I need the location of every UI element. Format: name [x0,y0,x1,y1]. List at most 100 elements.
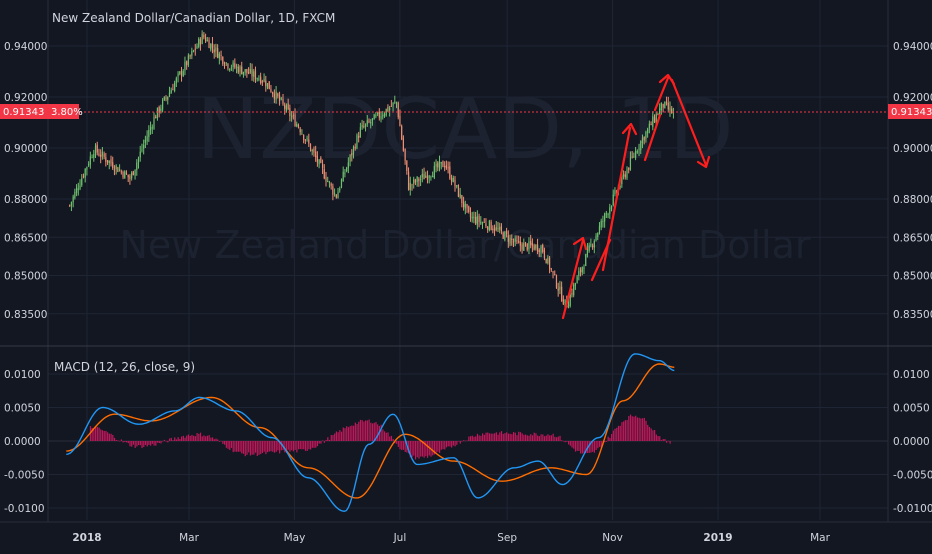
macd-histogram-bar [535,433,537,441]
candle-body [442,161,444,168]
macd-histogram-bar [110,433,112,441]
candle-body [430,176,432,178]
macd-histogram-bar [404,441,406,452]
macd-histogram-bar [463,440,465,441]
macd-histogram-bar [91,428,93,441]
arrow-line[interactable] [561,238,585,320]
macd-histogram-bar [659,436,661,441]
arrow-line[interactable] [643,113,662,162]
candle-body [542,244,544,252]
macd-histogram-bar [201,436,203,441]
candle-body [521,244,523,250]
macd-axis-left[interactable]: 0.0100 0.0050 0.0000 -0.0050 -0.0100 [4,369,45,515]
candle-body [657,114,659,116]
candle-body [81,178,83,186]
candle-body [254,70,257,80]
macd-histogram-bar [420,441,422,457]
candle-body [514,238,516,242]
candle-body [311,150,313,152]
candle-body [75,187,78,194]
candle-body [480,221,482,224]
macd-histogram-bar [473,436,475,441]
macd-histogram-bar [619,425,621,441]
candle-body [414,180,417,183]
macd-axis-right[interactable]: 0.0100 0.0050 0.0000 -0.0050 -0.0100 [893,369,932,515]
macd-tick-right: -0.0100 [893,503,932,515]
arrow-line[interactable] [601,126,632,272]
macd-line [66,353,675,513]
macd-histogram-bar [549,435,551,441]
candle-body [151,127,153,129]
macd-histogram-bar [337,432,339,441]
candle-body [516,240,518,242]
candle-body [182,71,184,77]
arrow-line[interactable] [670,78,708,167]
candle-body [272,92,274,95]
candle-body [100,154,102,158]
candle-body [115,165,117,170]
candle-body [473,216,475,219]
candle-body [270,88,272,93]
candle-body [118,169,121,171]
macd-histogram-bar [311,441,313,448]
macd-histogram-bar [330,435,332,441]
macd-histogram-bar [432,441,434,456]
macd-histogram-bar [315,441,317,448]
price-tick-left: 0.86500 [4,232,47,244]
candle-body [251,69,253,77]
time-axis[interactable]: 2018 Mar May Jul Sep Nov 2019 Mar [72,532,830,544]
candle-body [567,304,570,309]
macd-histogram-bar [628,416,630,441]
price-badge-left: 0.91343 [0,104,48,119]
price-tick-left: 0.92000 [4,92,47,104]
macd-histogram-bar [344,428,346,441]
candle-body [564,299,566,303]
macd-histogram-bar [664,438,666,441]
arrow-line[interactable] [653,76,670,112]
macd-histogram-bar [490,433,492,441]
macd-histogram-bar [626,420,628,441]
price-axis-left[interactable]: 0.94000 0.92000 0.90000 0.88000 0.86500 0.850… [4,41,47,321]
candle-body [149,127,152,131]
macd-histogram-bar [132,441,135,445]
candle-body [201,33,203,44]
macd-histogram-bar [95,427,97,441]
candle-body [426,175,429,180]
candle-body [650,123,652,126]
macd-tick-right: 0.0050 [893,403,930,415]
candle-body [475,216,477,224]
candle-body [609,207,611,214]
macd-histogram-bar [426,441,429,458]
candle-body [469,212,472,218]
macd-histogram-bar [607,436,609,441]
macd-histogram-bar [285,441,288,453]
macd-histogram-bar [310,441,312,450]
price-axis-right[interactable]: 0.94000 0.92000 0.90000 0.88000 0.86500 0.850… [893,41,932,321]
macd-histogram-bar [533,432,535,441]
macd-histogram-bar [475,436,477,441]
macd-histogram-bar [573,441,575,449]
candle-body [576,276,578,284]
candle-body [634,151,637,159]
macd-histogram-bar [138,441,140,446]
macd-histogram-bar [593,441,596,453]
macd-tick-left: 0.0000 [4,436,41,448]
candle-body [604,213,606,222]
candle-body [416,176,418,182]
macd-histogram-bar [292,441,295,452]
candle-body [332,186,334,195]
price-tick-right: 0.85000 [893,271,932,283]
macd-histogram-bar [537,435,539,441]
candle-body [535,244,537,249]
macd-histogram-bar [232,441,234,453]
candle-body [108,160,110,163]
time-tick: Mar [810,532,830,544]
candle-body [344,172,346,174]
macd-histogram-bar [277,441,279,451]
macd-histogram-bar [648,426,651,441]
candle-body [110,159,112,164]
candle-body [306,138,308,140]
macd-histogram-bar [447,441,449,447]
macd-histogram-bar [318,441,320,444]
